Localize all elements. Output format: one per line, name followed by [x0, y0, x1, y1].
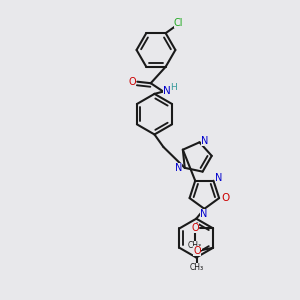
Text: O: O	[128, 77, 136, 87]
Text: H: H	[170, 83, 177, 92]
Text: CH₃: CH₃	[188, 241, 202, 250]
Text: N: N	[200, 209, 207, 219]
Text: N: N	[201, 136, 208, 146]
Text: Cl: Cl	[174, 18, 183, 28]
Text: O: O	[191, 224, 199, 233]
Text: O: O	[222, 193, 230, 203]
Text: CH₃: CH₃	[190, 263, 204, 272]
Text: N: N	[215, 173, 223, 183]
Text: N: N	[175, 163, 182, 173]
Text: O: O	[193, 246, 201, 256]
Text: N: N	[163, 86, 171, 96]
